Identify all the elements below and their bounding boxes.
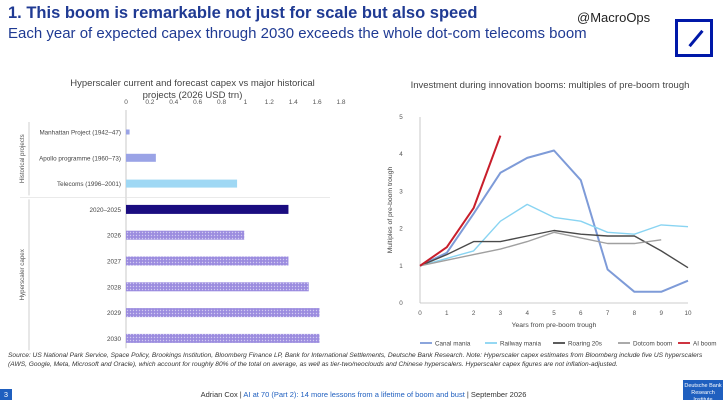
bar-category-label: 2020–2025 [89, 207, 121, 214]
bar [126, 308, 320, 318]
group-label: Historical projects [19, 134, 26, 183]
bar [126, 230, 245, 240]
line-y-tick-label: 0 [399, 300, 403, 307]
subheadline: Each year of expected capex through 2030… [8, 25, 587, 42]
deutsche-bank-logo [675, 19, 713, 57]
line-x-tick-label: 7 [606, 310, 610, 317]
line-y-tick-label: 4 [399, 151, 403, 158]
legend-label: Railway mania [500, 341, 541, 348]
line-x-tick-label: 4 [525, 310, 529, 317]
series-line-dotcom-boom [419, 231, 662, 267]
twitter-handle: @MacroOps [577, 10, 651, 25]
line-y-tick-label: 3 [399, 188, 403, 195]
line-x-tick-label: 9 [659, 310, 663, 317]
badge-line1: Deutsche Bank [684, 383, 722, 389]
line-chart-title: Investment during innovation booms: mult… [410, 80, 690, 91]
legend-label: Dotcom boom [633, 341, 672, 348]
line-y-tick-label: 5 [399, 114, 403, 121]
bar-category-label: 2026 [107, 233, 122, 240]
footer-text: Adrian Cox | AI at 70 (Part 2): 14 more … [200, 390, 527, 399]
badge-line2: Research Institute [691, 390, 715, 403]
line-x-axis-title: Years from pre-boom trough [512, 322, 597, 329]
bar [126, 282, 309, 292]
legend-label: Canal mania [435, 341, 471, 348]
bar-category-label: 2028 [107, 284, 122, 291]
series-line-canal-mania [419, 149, 689, 293]
line-x-tick-label: 10 [684, 310, 692, 317]
bar [126, 204, 289, 214]
line-x-tick-label: 0 [418, 310, 422, 317]
footer-date: September 2026 [470, 390, 527, 399]
bar-category-label: 2027 [107, 259, 122, 266]
line-y-tick-label: 1 [399, 263, 403, 270]
bar-category-label: 2029 [107, 310, 122, 317]
footer-bar: 3 Adrian Cox | AI at 70 (Part 2): 14 mor… [0, 389, 727, 400]
bar-category-label: Telecoms (1996–2001) [57, 181, 121, 188]
line-x-tick-label: 6 [579, 310, 583, 317]
legend-label: AI boom [693, 341, 716, 348]
series-line-roaring-20s [419, 229, 689, 269]
line-x-tick-label: 3 [499, 310, 503, 317]
line-x-tick-label: 2 [472, 310, 476, 317]
logo-slash-mark [688, 29, 704, 48]
bar [126, 256, 289, 266]
line-y-axis-title: Multiples of pre-boom trough [387, 167, 394, 254]
line-x-tick-label: 8 [633, 310, 637, 317]
series-line-railway-mania [419, 203, 689, 267]
series-line-ai-boom [419, 135, 502, 267]
bar [126, 153, 156, 162]
research-institute-badge: Deutsche Bank Research Institute [683, 380, 723, 403]
bar [126, 179, 238, 188]
bar-category-label: Manhattan Project (1942–47) [39, 130, 121, 137]
legend-label: Roaring 20s [568, 341, 602, 348]
bar-chart-title: Hyperscaler current and forecast capex v… [70, 78, 315, 101]
line-y-tick-label: 2 [399, 226, 403, 233]
footer-report-link[interactable]: AI at 70 (Part 2): 14 more lessons from … [243, 390, 465, 399]
group-label: Hyperscaler capex [19, 248, 26, 300]
page-number: 3 [0, 389, 12, 400]
bar [126, 333, 320, 343]
line-x-tick-label: 5 [552, 310, 556, 317]
bar-category-label: Apollo programme (1960–73) [39, 155, 121, 162]
headline: 1. This boom is remarkable not just for … [8, 4, 478, 22]
line-x-tick-label: 1 [445, 310, 449, 317]
bar [126, 129, 130, 135]
bar-category-label: 2030 [107, 336, 122, 343]
source-note: Source: US National Park Service, Space … [8, 352, 703, 368]
footer-author: Adrian Cox [200, 390, 238, 399]
bar-x-tick-label: 1.8 [336, 99, 345, 106]
